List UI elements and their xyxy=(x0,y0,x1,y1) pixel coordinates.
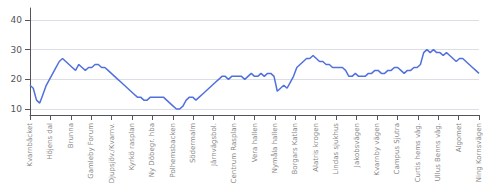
svg-text:Ullus Benns väg.: Ullus Benns väg. xyxy=(434,123,442,181)
svg-text:Vera hallen: Vera hallen xyxy=(251,123,259,162)
svg-text:Centrum Rasplan: Centrum Rasplan xyxy=(230,123,238,184)
svg-text:Curtis hems väg.: Curtis hems väg. xyxy=(414,123,422,182)
svg-text:Campus Sjutra: Campus Sjutra xyxy=(393,123,401,175)
svg-text:Djupsjöv./Kvarnv.: Djupsjöv./Kvarnv. xyxy=(108,123,116,183)
svg-text:40: 40 xyxy=(11,15,23,25)
svg-text:Lindas sjukhus: Lindas sjukhus xyxy=(332,123,340,175)
svg-text:Nymåla hallen: Nymåla hallen xyxy=(270,123,279,173)
svg-text:Kvarnby vägen: Kvarnby vägen xyxy=(373,123,381,176)
svg-text:Borgars Katlan: Borgars Katlan xyxy=(291,123,299,175)
svg-text:Södermalm: Södermalm xyxy=(189,123,197,163)
svg-text:20: 20 xyxy=(11,74,23,84)
svg-text:10: 10 xyxy=(11,104,23,114)
svg-text:Polhemsbacken: Polhemsbacken xyxy=(169,123,177,178)
svg-text:Kvarnbäcket: Kvarnbäcket xyxy=(26,123,34,167)
svg-text:Brunna: Brunna xyxy=(67,123,75,148)
svg-text:Kyrkö rasplan: Kyrkö rasplan xyxy=(128,123,136,170)
svg-text:Ny Döbegr. hba: Ny Döbegr. hba xyxy=(148,123,156,177)
svg-text:Ning Kornsvägen: Ning Kornsvägen xyxy=(475,123,483,182)
svg-text:Gamleby Forum: Gamleby Forum xyxy=(87,123,95,179)
svg-text:Algomet: Algomet xyxy=(455,123,463,153)
svg-text:Jakobsvägen: Jakobsvägen xyxy=(353,123,361,168)
svg-text:30: 30 xyxy=(11,45,23,55)
svg-text:Höjens dal: Höjens dal xyxy=(46,123,54,160)
svg-text:Alatris krogen: Alatris krogen xyxy=(312,123,320,172)
svg-text:Järnvägsbol.: Järnvägsbol. xyxy=(210,123,218,167)
